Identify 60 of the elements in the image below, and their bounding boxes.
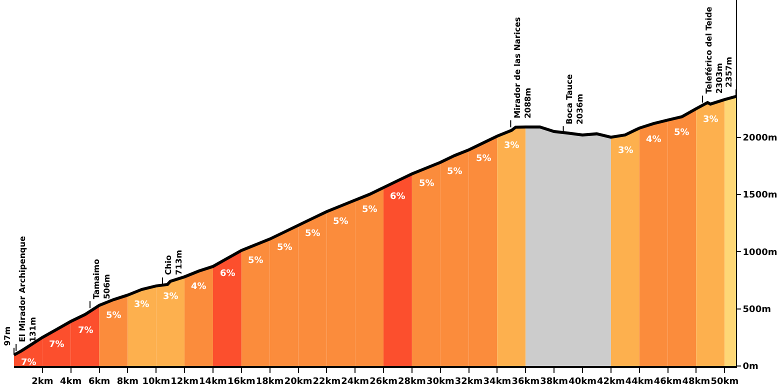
y-tick-label: 1000m bbox=[742, 248, 778, 258]
series-label: 6% bbox=[390, 192, 406, 202]
x-tick-label: 12km bbox=[170, 376, 198, 387]
annotation: El Mirador Archipenque 131m bbox=[18, 236, 38, 342]
series-label: 5% bbox=[476, 154, 492, 164]
x-tick-label: 22km bbox=[312, 376, 341, 387]
series-label: 6% bbox=[220, 269, 236, 279]
series-label: 5% bbox=[248, 256, 264, 266]
x-tick-label: 8km bbox=[116, 376, 139, 387]
x-tick-label: 44km bbox=[625, 376, 654, 387]
x-tick-label: 40km bbox=[568, 376, 596, 387]
series-label: 5% bbox=[277, 243, 292, 253]
series-label: 7% bbox=[49, 340, 64, 350]
annotation: Teleférico del Teide 2303m bbox=[704, 6, 724, 94]
series-label: 7% bbox=[78, 326, 94, 336]
series-label: 3% bbox=[618, 146, 634, 156]
x-tick-label: 16km bbox=[227, 376, 256, 387]
x-tick-label: 4km bbox=[60, 376, 82, 387]
series-label: 5% bbox=[106, 311, 122, 321]
x-tick-label: 18km bbox=[256, 376, 284, 387]
y-tick-label: 500m bbox=[742, 304, 771, 315]
annotation: Chio 713m bbox=[164, 250, 184, 275]
series-label: 3% bbox=[703, 115, 718, 125]
annotation: Mirador de las Narices 2088m bbox=[513, 16, 532, 118]
x-tick-label: 30km bbox=[426, 376, 454, 387]
x-tick-label: 10km bbox=[142, 376, 170, 387]
x-tick-label: 20km bbox=[284, 376, 312, 387]
x-tick-label: 6km bbox=[88, 376, 110, 387]
y-tick-label: 2000m bbox=[742, 133, 778, 144]
x-tick-label: 50km bbox=[710, 376, 739, 387]
x-tick-label: 28km bbox=[398, 376, 426, 387]
series-label: 5% bbox=[447, 167, 462, 177]
x-tick-label: 38km bbox=[540, 376, 568, 387]
x-tick-label: 2km bbox=[32, 376, 54, 387]
series-label: 5% bbox=[362, 205, 378, 215]
x-tick-label: 48km bbox=[682, 376, 710, 387]
x-tick-label: 24km bbox=[341, 376, 370, 387]
series-label: 5% bbox=[419, 179, 434, 189]
x-tick-label: 34km bbox=[483, 376, 512, 387]
x-tick-label: 26km bbox=[370, 376, 398, 387]
annotation: 97m bbox=[3, 326, 12, 346]
series-label: 7% bbox=[21, 358, 36, 368]
series-label: 3% bbox=[163, 292, 178, 302]
series-label: 4% bbox=[191, 282, 206, 292]
series-label: 5% bbox=[333, 217, 348, 227]
series-label: 3% bbox=[134, 300, 150, 310]
annotation: Boca Tauce 2036m bbox=[565, 74, 585, 124]
annotation: 2357m bbox=[724, 56, 734, 88]
series-label: 5% bbox=[305, 229, 320, 239]
series-label: 4% bbox=[646, 135, 662, 145]
x-tick-label: 14km bbox=[199, 376, 227, 387]
y-tick-label: 1500m bbox=[742, 190, 778, 201]
y-tick-label: 0m bbox=[742, 362, 758, 372]
x-tick-label: 42km bbox=[596, 376, 625, 387]
x-tick-label: 46km bbox=[654, 376, 682, 387]
series-label: 3% bbox=[504, 141, 520, 151]
annotation: Tamaimo 506m bbox=[92, 258, 112, 300]
x-tick-label: 36km bbox=[512, 376, 540, 387]
x-tick-label: 32km bbox=[454, 376, 483, 387]
series-label: 5% bbox=[674, 128, 690, 138]
